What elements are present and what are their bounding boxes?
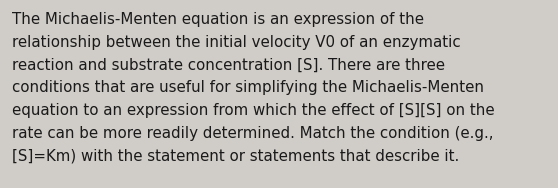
Text: conditions that are useful for simplifying the Michaelis-Menten: conditions that are useful for simplifyi… bbox=[12, 80, 484, 95]
Text: The Michaelis-Menten equation is an expression of the: The Michaelis-Menten equation is an expr… bbox=[12, 12, 424, 27]
Text: equation to an expression from which the effect of [S][S] on the: equation to an expression from which the… bbox=[12, 103, 494, 118]
Text: [S]=Km) with the statement or statements that describe it.: [S]=Km) with the statement or statements… bbox=[12, 149, 459, 164]
Text: rate can be more readily determined. Match the condition (e.g.,: rate can be more readily determined. Mat… bbox=[12, 126, 493, 141]
Text: reaction and substrate concentration [S]. There are three: reaction and substrate concentration [S]… bbox=[12, 58, 445, 73]
Text: relationship between the initial velocity V0 of an enzymatic: relationship between the initial velocit… bbox=[12, 35, 460, 50]
